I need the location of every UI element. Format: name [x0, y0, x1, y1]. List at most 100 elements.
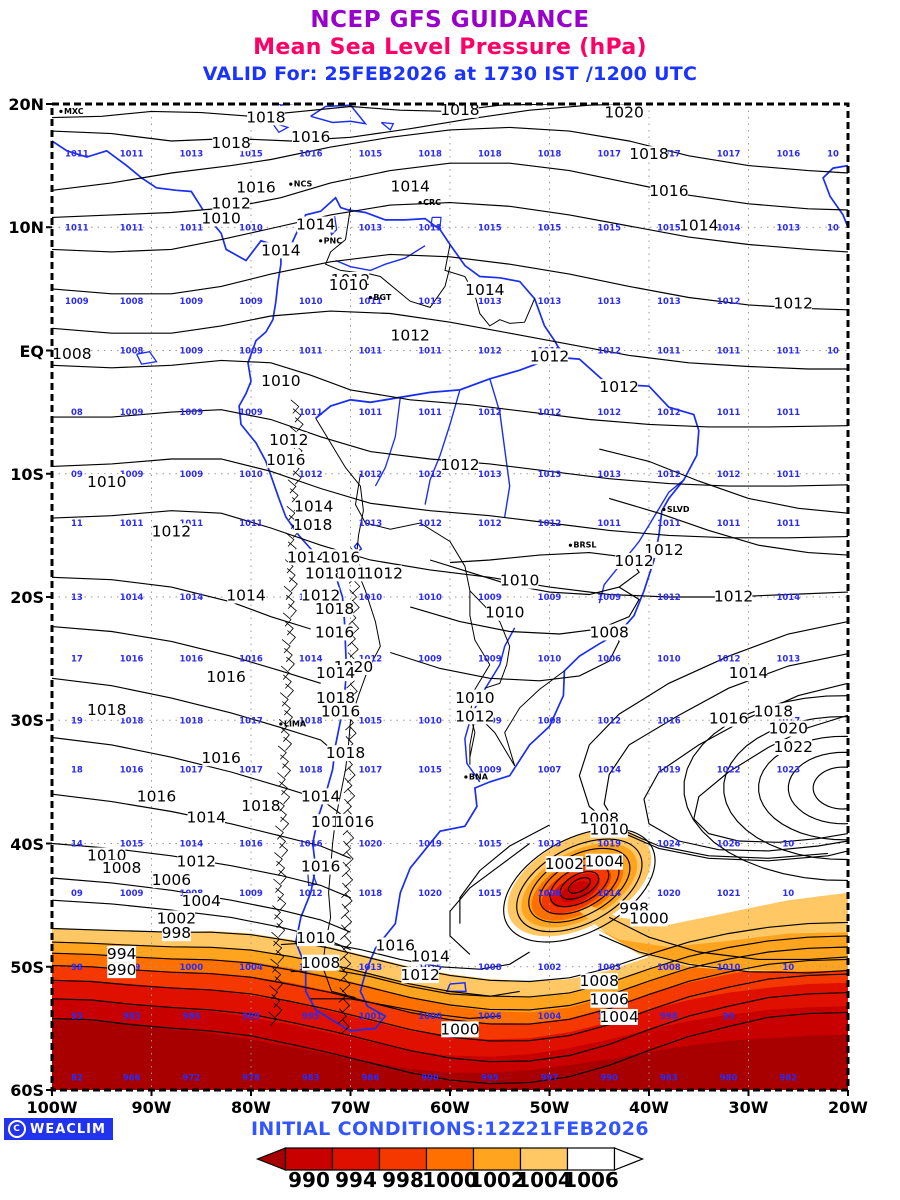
- svg-text:1010: 1010: [261, 372, 300, 390]
- y-axis-tick-label: 60S: [10, 1081, 44, 1100]
- svg-text:1004: 1004: [239, 963, 263, 973]
- svg-text:1011: 1011: [299, 347, 323, 357]
- svg-text:1014: 1014: [410, 948, 449, 966]
- svg-text:1014: 1014: [179, 593, 203, 603]
- svg-text:1012: 1012: [538, 408, 562, 418]
- svg-text:1014: 1014: [597, 889, 621, 899]
- svg-text:1008: 1008: [301, 954, 340, 972]
- svg-text:1016: 1016: [376, 936, 415, 954]
- svg-text:1014: 1014: [186, 808, 225, 826]
- svg-text:1008: 1008: [657, 963, 681, 973]
- valid-time-line: VALID For: 25FEB2026 at 1730 IST /1200 U…: [202, 63, 698, 85]
- svg-text:1006: 1006: [589, 991, 628, 1009]
- chart-subtitle: Mean Sea Level Pressure (hPa): [253, 35, 647, 60]
- svg-text:08: 08: [71, 408, 83, 418]
- svg-text:1012: 1012: [599, 378, 638, 396]
- svg-text:1006: 1006: [418, 1012, 442, 1022]
- svg-text:1018: 1018: [359, 889, 383, 899]
- svg-text:1022: 1022: [717, 766, 741, 776]
- svg-text:1012: 1012: [530, 347, 569, 365]
- x-axis-tick-label: 20W: [828, 1098, 868, 1117]
- svg-text:1006: 1006: [597, 655, 621, 665]
- svg-text:1009: 1009: [538, 593, 562, 603]
- svg-text:1009: 1009: [120, 408, 144, 418]
- svg-text:1011: 1011: [717, 347, 741, 357]
- svg-text:1014: 1014: [717, 223, 741, 233]
- svg-text:1008: 1008: [120, 297, 144, 307]
- svg-text:1010: 1010: [485, 604, 524, 622]
- svg-text:10: 10: [782, 840, 794, 850]
- svg-text:1002: 1002: [538, 963, 562, 973]
- svg-text:1014: 1014: [296, 215, 335, 233]
- svg-text:1010: 1010: [455, 689, 494, 707]
- colorbar-tick-label: 990: [288, 1168, 330, 1192]
- svg-text:17: 17: [71, 655, 83, 665]
- svg-text:1018: 1018: [211, 134, 250, 152]
- svg-text:983: 983: [123, 1012, 141, 1022]
- svg-text:990: 990: [107, 961, 137, 979]
- svg-text:1009: 1009: [179, 347, 203, 357]
- svg-text:1013: 1013: [597, 297, 621, 307]
- svg-text:1013: 1013: [359, 963, 383, 973]
- initial-conditions-label: INITIAL CONDITIONS:12Z21FEB2026: [250, 1118, 650, 1140]
- svg-text:1012: 1012: [774, 294, 813, 312]
- svg-text:1004: 1004: [599, 1008, 638, 1026]
- svg-text:1012: 1012: [455, 707, 494, 725]
- svg-text:998: 998: [660, 1012, 678, 1022]
- svg-text:1012: 1012: [597, 347, 621, 357]
- svg-text:1012: 1012: [359, 470, 383, 480]
- svg-text:1009: 1009: [239, 408, 263, 418]
- svg-text:1020: 1020: [769, 720, 808, 738]
- svg-text:1011: 1011: [597, 519, 621, 529]
- svg-text:1011: 1011: [239, 519, 263, 529]
- svg-text:1016: 1016: [776, 149, 800, 159]
- svg-text:1011: 1011: [359, 297, 383, 307]
- y-axis-tick-label: 40S: [10, 834, 44, 854]
- svg-text:1012: 1012: [597, 716, 621, 726]
- svg-text:1016: 1016: [201, 749, 240, 767]
- svg-text:1011: 1011: [120, 149, 144, 159]
- svg-text:1013: 1013: [359, 519, 383, 529]
- svg-text:980: 980: [720, 1074, 738, 1084]
- svg-text:972: 972: [182, 1074, 200, 1084]
- svg-text:1018: 1018: [326, 744, 365, 762]
- svg-text:1009: 1009: [179, 408, 203, 418]
- chart-title-block: NCEP GFS GUIDANCE Mean Sea Level Pressur…: [0, 6, 900, 87]
- svg-text:1016: 1016: [321, 548, 360, 566]
- svg-text:1011: 1011: [359, 347, 383, 357]
- svg-text:1018: 1018: [316, 689, 355, 707]
- svg-text:1013: 1013: [776, 223, 800, 233]
- svg-text:1011: 1011: [65, 223, 89, 233]
- svg-text:1009: 1009: [239, 347, 263, 357]
- svg-text:1010: 1010: [201, 209, 240, 227]
- svg-text:10: 10: [782, 963, 794, 973]
- y-axis-tick-label: 20S: [10, 588, 44, 607]
- x-axis-tick-label: 80W: [231, 1098, 271, 1117]
- svg-text:1012: 1012: [418, 519, 442, 529]
- svg-text:1011: 1011: [179, 223, 203, 233]
- svg-text:1004: 1004: [182, 892, 221, 910]
- colorbar-tick-label: 1000: [422, 1168, 478, 1192]
- svg-text:93: 93: [71, 1012, 83, 1022]
- svg-text:1008: 1008: [120, 347, 144, 357]
- svg-text:18: 18: [71, 766, 83, 776]
- y-axis-tick-label: EQ: [19, 341, 44, 361]
- svg-text:PNC: PNC: [324, 236, 343, 245]
- svg-text:1004: 1004: [584, 853, 623, 871]
- svg-text:1010: 1010: [500, 572, 539, 590]
- svg-text:1000: 1000: [629, 909, 668, 927]
- svg-text:1009: 1009: [120, 470, 144, 480]
- colorbar-tick-label: 994: [335, 1168, 377, 1192]
- svg-text:1014: 1014: [226, 586, 265, 604]
- svg-text:1004: 1004: [538, 1012, 562, 1022]
- svg-text:1015: 1015: [418, 766, 442, 776]
- svg-text:1014: 1014: [679, 217, 718, 235]
- svg-text:1012: 1012: [644, 541, 683, 559]
- svg-text:1014: 1014: [465, 281, 504, 299]
- svg-text:1011: 1011: [657, 519, 681, 529]
- svg-text:10: 10: [827, 347, 839, 357]
- svg-text:1011: 1011: [776, 408, 800, 418]
- svg-text:1009: 1009: [478, 655, 502, 665]
